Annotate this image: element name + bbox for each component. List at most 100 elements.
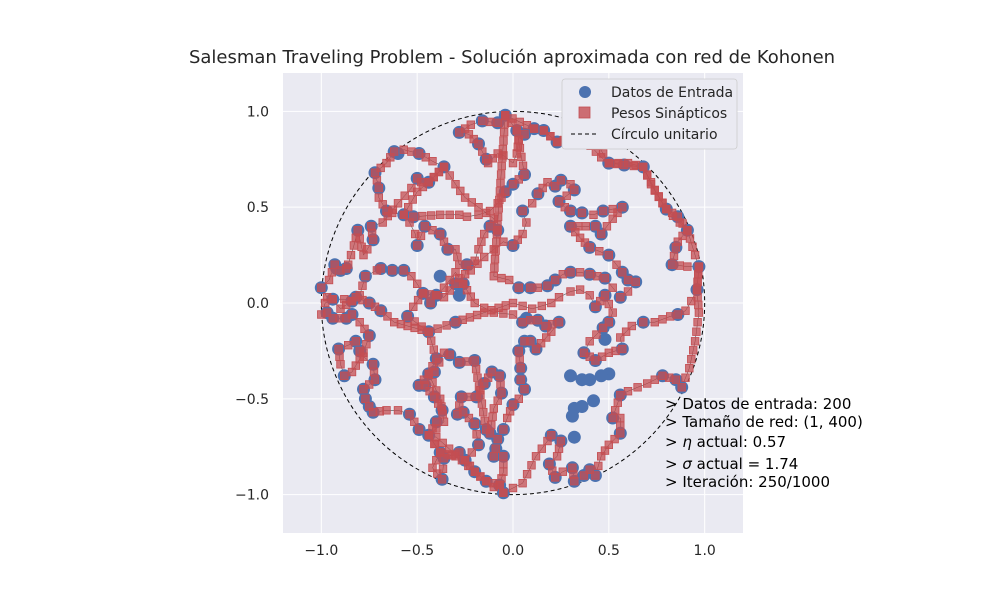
- x-tick-label: −1.0: [304, 543, 338, 559]
- synaptic-weight: [456, 402, 464, 410]
- synaptic-weight: [670, 252, 678, 260]
- data-point: [566, 410, 579, 423]
- synaptic-weight: [425, 328, 433, 336]
- synaptic-weight: [548, 299, 556, 307]
- synaptic-weight: [429, 157, 437, 165]
- synaptic-weight: [500, 137, 508, 145]
- synaptic-weight: [490, 309, 498, 317]
- synaptic-weight: [651, 318, 659, 326]
- synaptic-weight: [496, 196, 504, 204]
- synaptic-weight: [425, 370, 433, 378]
- synaptic-weight: [440, 238, 448, 246]
- synaptic-weight: [586, 244, 594, 252]
- synaptic-weight: [509, 311, 517, 319]
- synaptic-weight: [373, 177, 381, 185]
- synaptic-weight: [519, 207, 527, 215]
- synaptic-weight: [693, 286, 701, 294]
- synaptic-weight: [473, 431, 481, 439]
- synaptic-weight: [411, 324, 419, 332]
- synaptic-weight: [617, 391, 625, 399]
- synaptic-weight: [599, 207, 607, 215]
- synaptic-weight: [674, 311, 682, 319]
- synaptic-weight: [592, 223, 600, 231]
- synaptic-weight: [434, 325, 442, 333]
- synaptic-weight: [438, 403, 446, 411]
- synaptic-weight: [388, 267, 396, 275]
- synaptic-weight: [452, 318, 460, 326]
- synaptic-weight: [609, 284, 617, 292]
- synaptic-weight: [482, 209, 490, 217]
- synaptic-weight: [519, 230, 527, 238]
- synaptic-weight: [446, 172, 454, 180]
- synaptic-weight: [443, 322, 451, 330]
- synaptic-weight: [666, 313, 674, 321]
- synaptic-weight: [408, 272, 416, 280]
- synaptic-weight: [605, 251, 613, 259]
- x-tick-labels: −1.0 −0.5 0.0 0.5 1.0: [304, 543, 715, 559]
- synaptic-weight: [411, 230, 419, 238]
- synaptic-weight: [611, 407, 619, 415]
- synaptic-weight: [597, 230, 605, 238]
- synaptic-weight: [477, 391, 485, 399]
- synaptic-weight: [456, 261, 464, 269]
- synaptic-weight: [527, 284, 535, 292]
- synaptic-weight: [481, 417, 489, 425]
- legend-label-circle: Círculo unitario: [611, 127, 718, 143]
- info-annotations: > Datos de entrada: 200 > Tamaño de red:…: [665, 395, 863, 491]
- synaptic-weight: [362, 272, 370, 280]
- synaptic-weight: [375, 184, 383, 192]
- synaptic-weight: [472, 365, 480, 373]
- synaptic-weight: [377, 265, 385, 273]
- synaptic-weight: [624, 288, 632, 296]
- legend: Datos de Entrada Pesos Sinápticos Círcul…: [562, 79, 737, 149]
- synaptic-weight: [647, 178, 655, 186]
- synaptic-weight: [505, 276, 513, 284]
- synaptic-weight: [457, 393, 465, 401]
- synaptic-weight: [695, 270, 703, 278]
- synaptic-weight: [501, 120, 509, 128]
- synaptic-weight: [497, 171, 505, 179]
- synaptic-weight: [452, 246, 460, 254]
- info-eta-prefix: >: [665, 433, 682, 451]
- synaptic-weight: [335, 345, 343, 353]
- synaptic-weight: [497, 381, 505, 389]
- synaptic-weight: [519, 162, 527, 170]
- synaptic-weight: [475, 441, 483, 449]
- x-tick-label: −0.5: [400, 543, 434, 559]
- synaptic-weight: [497, 179, 505, 187]
- synaptic-weight: [440, 418, 448, 426]
- synaptic-weight: [475, 203, 483, 211]
- synaptic-weight: [408, 148, 416, 156]
- info-sigma-suffix: actual = 1.74: [692, 455, 798, 473]
- synaptic-weight: [500, 453, 508, 461]
- synaptic-weight: [500, 310, 508, 318]
- legend-label-weights: Pesos Sinápticos: [611, 106, 727, 122]
- synaptic-weight: [359, 282, 367, 290]
- synaptic-weight: [362, 395, 370, 403]
- synaptic-weight: [640, 163, 648, 171]
- synaptic-weight: [490, 405, 498, 413]
- x-tick-label: 1.0: [694, 543, 716, 559]
- synaptic-weight: [440, 284, 448, 292]
- synaptic-weight: [624, 387, 632, 395]
- synaptic-weight: [375, 194, 383, 202]
- synaptic-weight: [576, 269, 584, 277]
- synaptic-weight: [617, 422, 625, 430]
- info-sigma-prefix: >: [665, 455, 682, 473]
- synaptic-weight: [521, 385, 529, 393]
- synaptic-weight: [509, 484, 517, 492]
- synaptic-weight: [433, 425, 441, 433]
- synaptic-weight: [454, 253, 462, 261]
- synaptic-weight: [406, 410, 414, 418]
- synaptic-weight: [427, 299, 435, 307]
- synaptic-weight: [632, 278, 640, 286]
- synaptic-weight: [347, 251, 355, 259]
- synaptic-weight: [459, 316, 467, 324]
- synaptic-weight: [540, 127, 548, 135]
- synaptic-weight: [559, 468, 567, 476]
- synaptic-weight: [691, 251, 699, 259]
- synaptic-weight: [411, 418, 419, 426]
- synaptic-weight: [318, 284, 326, 292]
- y-tick-labels: −1.0 −0.5 0.0 0.5 1.0: [235, 104, 269, 503]
- synaptic-weight: [478, 238, 486, 246]
